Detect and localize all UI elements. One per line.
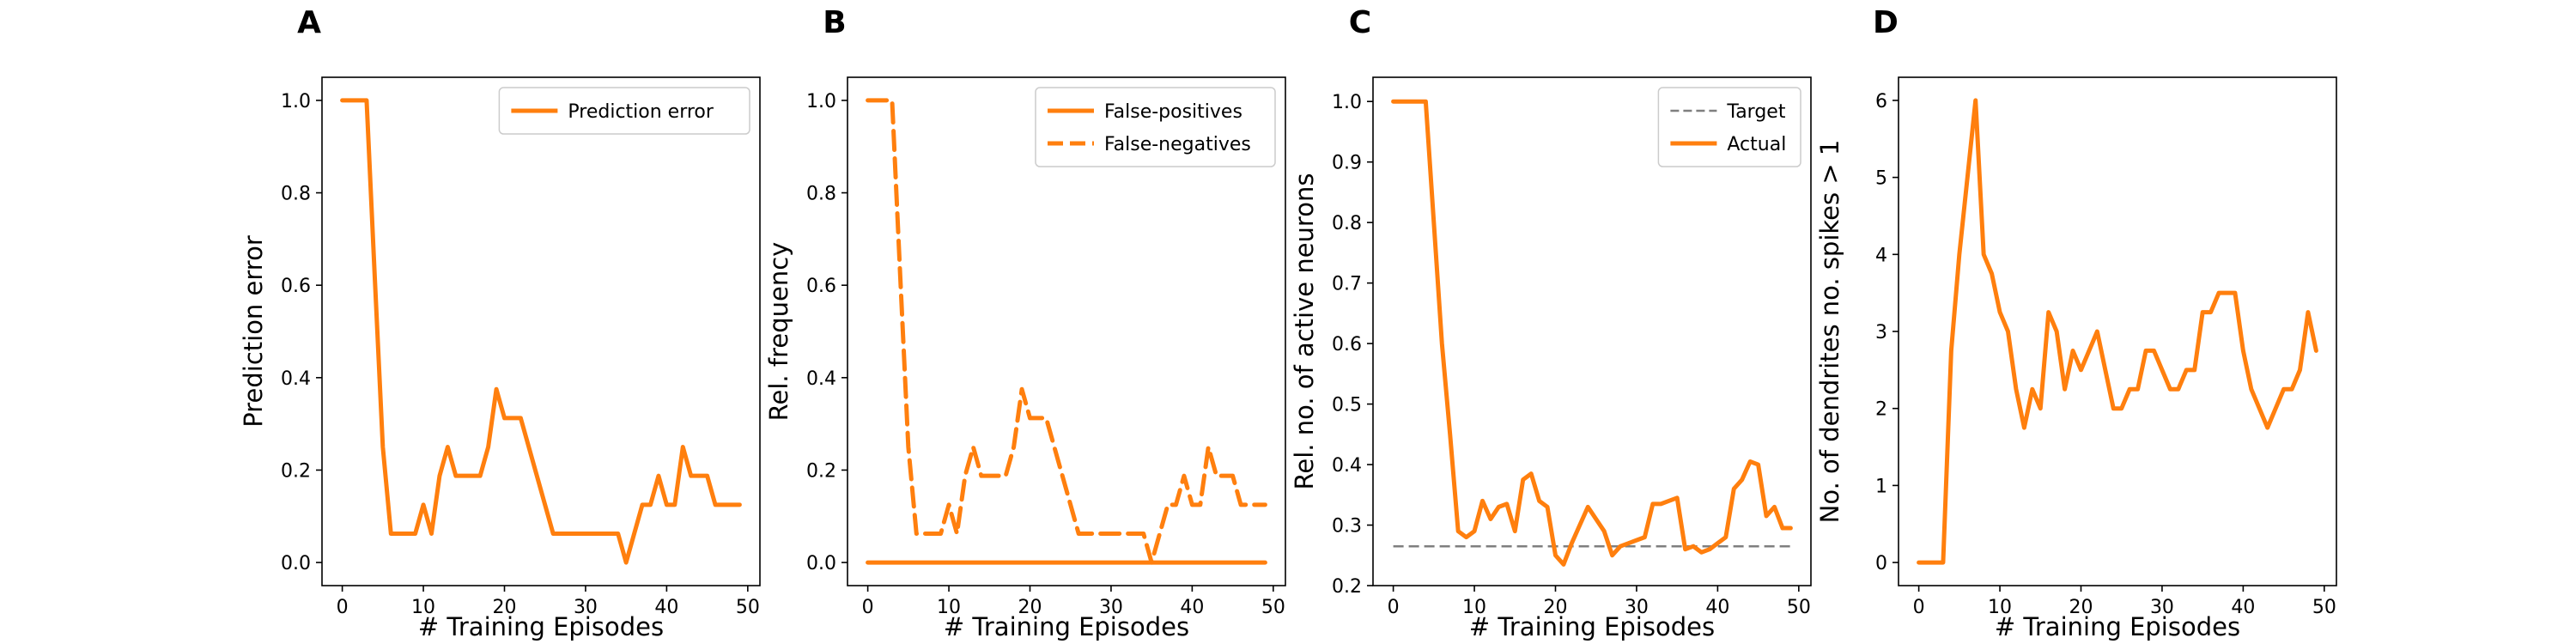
y-tick-label: 0.2 xyxy=(281,460,311,482)
y-tick-label: 0.2 xyxy=(1332,576,1362,598)
y-tick-label: 0.9 xyxy=(1332,153,1362,174)
y-tick-label: 0.0 xyxy=(806,553,836,574)
axes-frame xyxy=(847,76,1286,586)
panel-letter: B xyxy=(823,5,846,40)
y-tick-label: 0.3 xyxy=(1332,516,1362,538)
legend-label: Target xyxy=(1726,101,1785,123)
y-tick-label: 0.7 xyxy=(1332,274,1362,295)
y-tick-label: 0.4 xyxy=(281,368,311,390)
x-tick-label: 0 xyxy=(337,597,349,618)
x-axis-label: # Training Episodes xyxy=(1469,612,1715,641)
axes-frame xyxy=(321,76,761,586)
x-tick-label: 50 xyxy=(1787,597,1811,618)
x-tick-label: 10 xyxy=(411,597,435,618)
legend-label: Prediction error xyxy=(568,101,714,123)
x-tick-label: 10 xyxy=(1462,597,1486,618)
panel-letter: D xyxy=(1873,5,1899,40)
y-tick-label: 0 xyxy=(1875,553,1887,574)
y-axis-label: Rel. no. of active neurons xyxy=(1290,173,1319,490)
legend: Target Actual xyxy=(1657,87,1801,167)
panel-a: A 0 10 20 30 40 50 0.0 0.2 0.4 0.6 0.8 1.0 # Training… xyxy=(239,5,761,641)
panel-c: C 0 10 20 30 40 50 0.2 0.3 0.4 0.5 0.6 0.7 0.8 0.9 1.0 #… xyxy=(1290,5,1812,641)
x-tick-label: 10 xyxy=(1988,597,2012,618)
axes-frame xyxy=(1898,76,2337,586)
x-tick-label: 30 xyxy=(1099,597,1123,618)
legend: Prediction error xyxy=(498,87,750,135)
y-axis-label: Rel. frequency xyxy=(764,242,793,422)
x-tick-label: 40 xyxy=(2231,597,2255,618)
x-tick-label: 0 xyxy=(1913,597,1925,618)
y-tick-label: 1.0 xyxy=(806,91,836,112)
y-tick-label: 1.0 xyxy=(1332,92,1362,113)
x-axis-label: # Training Episodes xyxy=(418,612,664,641)
y-tick-label: 2 xyxy=(1875,399,1887,421)
y-tick-label: 0.2 xyxy=(806,460,836,482)
x-tick-label: 20 xyxy=(493,597,517,618)
x-tick-label: 50 xyxy=(1261,597,1285,618)
y-tick-label: 1.0 xyxy=(281,91,311,112)
y-axis-label: Prediction error xyxy=(239,235,268,428)
x-tick-label: 20 xyxy=(1018,597,1042,618)
y-tick-label: 0.6 xyxy=(806,276,836,297)
y-tick-label: 0.4 xyxy=(806,368,836,390)
legend-box xyxy=(1657,87,1801,167)
y-axis-label: No. of dendrites no. spikes > 1 xyxy=(1815,140,1844,524)
x-tick-label: 10 xyxy=(937,597,961,618)
y-tick-label: 5 xyxy=(1875,168,1887,190)
x-tick-label: 30 xyxy=(574,597,598,618)
y-tick-label: 0.8 xyxy=(806,184,836,205)
series-line-dendrites xyxy=(1917,98,2318,565)
y-tick-label: 6 xyxy=(1875,91,1887,112)
y-tick-label: 0.6 xyxy=(281,276,311,297)
legend-label: False-negatives xyxy=(1104,134,1251,155)
y-tick-label: 0.8 xyxy=(281,184,311,205)
y-tick-label: 1 xyxy=(1875,476,1887,497)
legend-box xyxy=(498,87,750,135)
x-tick-label: 0 xyxy=(862,597,874,618)
y-tick-label: 3 xyxy=(1875,322,1887,343)
x-axis-label: # Training Episodes xyxy=(1995,612,2240,641)
panel-b: B 0 10 20 30 40 50 0.0 0.2 0.4 0.6 0.8 1.0 # Training… xyxy=(764,5,1286,641)
y-tick-label: 0.4 xyxy=(1332,455,1362,477)
panel-d: D 0 10 20 30 40 50 0 1 2 3 4 5 6 # Training Episodes No… xyxy=(1815,5,2337,641)
x-tick-label: 40 xyxy=(1180,597,1204,618)
y-tick-label: 4 xyxy=(1875,245,1887,266)
legend-label: Actual xyxy=(1727,134,1786,155)
series-line-prediction-error xyxy=(340,98,742,565)
panel-letter: A xyxy=(297,5,321,40)
legend: False-positives False-negatives xyxy=(1035,87,1276,167)
x-tick-label: 40 xyxy=(654,597,678,618)
x-tick-label: 30 xyxy=(2150,597,2174,618)
x-tick-label: 50 xyxy=(736,597,760,618)
x-axis-label: # Training Episodes xyxy=(944,612,1189,641)
axes-frame xyxy=(1372,76,1812,586)
legend-box xyxy=(1035,87,1276,167)
y-tick-label: 0.6 xyxy=(1332,334,1362,355)
x-tick-label: 20 xyxy=(1544,597,1568,618)
y-tick-label: 0.5 xyxy=(1332,395,1362,416)
series-line-actual xyxy=(1391,99,1793,567)
panel-letter: C xyxy=(1349,5,1371,40)
x-tick-label: 30 xyxy=(1625,597,1649,618)
y-tick-label: 0.0 xyxy=(281,553,311,574)
x-tick-label: 20 xyxy=(2069,597,2093,618)
series-line-false-negatives xyxy=(866,98,1267,565)
y-tick-label: 0.8 xyxy=(1332,213,1362,234)
legend-label: False-positives xyxy=(1104,101,1242,123)
x-tick-label: 40 xyxy=(1705,597,1729,618)
x-tick-label: 50 xyxy=(2312,597,2336,618)
x-tick-label: 0 xyxy=(1388,597,1400,618)
